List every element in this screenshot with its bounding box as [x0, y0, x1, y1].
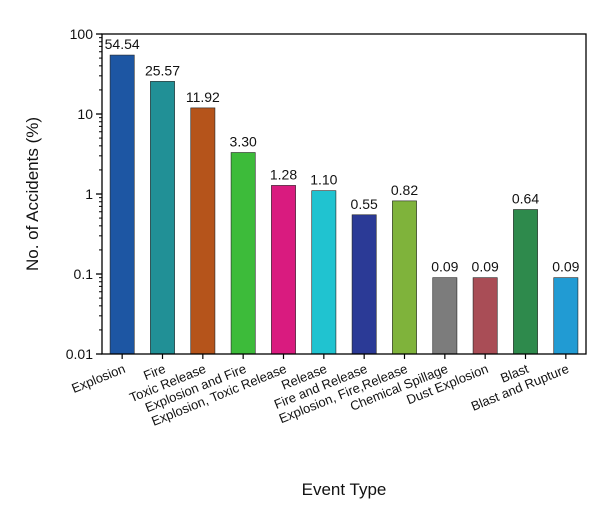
data-label: 54.54 [105, 36, 140, 52]
data-label: 0.09 [552, 259, 579, 275]
data-label: 1.10 [310, 172, 337, 188]
y-tick-label: 0.01 [66, 346, 93, 362]
bars-layer [109, 54, 579, 355]
bar [513, 209, 538, 355]
bar [472, 277, 498, 355]
bar [392, 200, 417, 355]
data-label: 25.57 [145, 62, 180, 78]
bar [230, 152, 256, 355]
data-label: 0.82 [391, 182, 418, 198]
bar [190, 107, 216, 355]
data-label: 0.64 [512, 191, 539, 207]
data-label: 0.09 [431, 259, 458, 275]
value-labels-layer: 54.54 25.57 11.92 3.30 1.28 1.10 0.55 0.82 0.09 0… [105, 36, 580, 275]
bar [553, 277, 579, 355]
y-axis-label: No. of Accidents (%) [23, 117, 42, 271]
y-tick-label: 1 [85, 186, 93, 202]
data-label: 3.30 [230, 134, 257, 150]
y-tick-label: 0.1 [74, 266, 94, 282]
bar [150, 81, 175, 355]
bar [311, 190, 337, 355]
x-tick-label: Explosion [69, 361, 127, 396]
y-axis: 0.01 0.1 1 10 100 [66, 26, 102, 362]
bar [271, 185, 296, 355]
data-label: 0.55 [351, 196, 378, 212]
x-axis-label: Event Type [302, 480, 387, 499]
data-label: 11.92 [186, 89, 220, 105]
bar [432, 277, 458, 355]
y-tick-label: 10 [77, 106, 93, 122]
y-tick-label: 100 [70, 26, 94, 42]
data-label: 1.28 [270, 166, 297, 182]
data-label: 0.09 [472, 259, 499, 275]
bar [109, 54, 135, 355]
bar [351, 214, 377, 355]
